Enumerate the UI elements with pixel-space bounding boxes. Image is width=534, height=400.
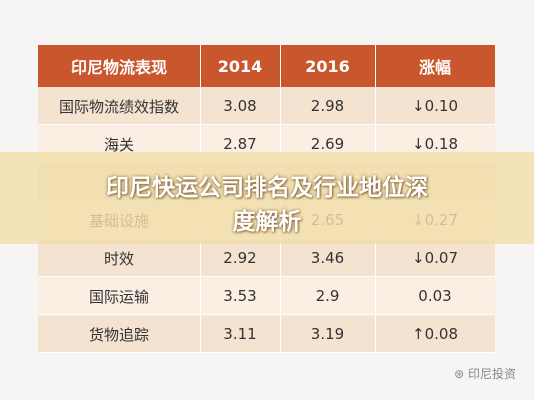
table-cell: 2.69 [310, 135, 345, 153]
header-cell: 2016 [305, 56, 350, 76]
header-cell: 2014 [217, 56, 263, 76]
table-cell: 国际物流绩效指数 [58, 97, 179, 116]
header-cell: 涨幅 [418, 58, 451, 77]
table-cell: 2.87 [223, 135, 257, 153]
banner-line: 度解析 [232, 209, 302, 235]
table-cell: ↓0.10 [412, 97, 458, 115]
banner: 印尼快运公司排名及行业地位深 度解析 [0, 152, 534, 244]
table-cell: 3.53 [223, 287, 257, 305]
table-cell: ↑0.08 [412, 325, 458, 343]
watermark: ⊛ 印尼投资 [454, 367, 516, 381]
table-row [38, 87, 495, 125]
table-row [38, 277, 495, 315]
header-cell: 印尼物流表现 [70, 58, 167, 77]
table-cell: ↓0.07 [412, 249, 458, 267]
table-cell: 时效 [103, 249, 134, 268]
header-row [38, 45, 495, 87]
banner-line: 印尼快运公司排名及行业地位深 [106, 175, 428, 201]
table-cell: 货物追踪 [88, 325, 149, 344]
watermark-text: 印尼投资 [467, 367, 516, 381]
table-cell: 3.08 [223, 97, 257, 115]
table-cell: 2.9 [315, 287, 340, 305]
table-cell: 0.03 [418, 287, 452, 305]
table-cell: 2.92 [223, 249, 257, 267]
table-cell: 2.98 [310, 97, 345, 115]
table-row [38, 315, 495, 353]
table-cell: 海关 [103, 135, 134, 154]
table-cell: 3.19 [310, 325, 345, 343]
table-row [38, 239, 495, 277]
table-cell: 国际运输 [88, 287, 149, 306]
table-cell: 3.46 [310, 249, 345, 267]
table-cell: 3.11 [223, 325, 257, 343]
table-cell: ↓0.18 [412, 135, 458, 153]
